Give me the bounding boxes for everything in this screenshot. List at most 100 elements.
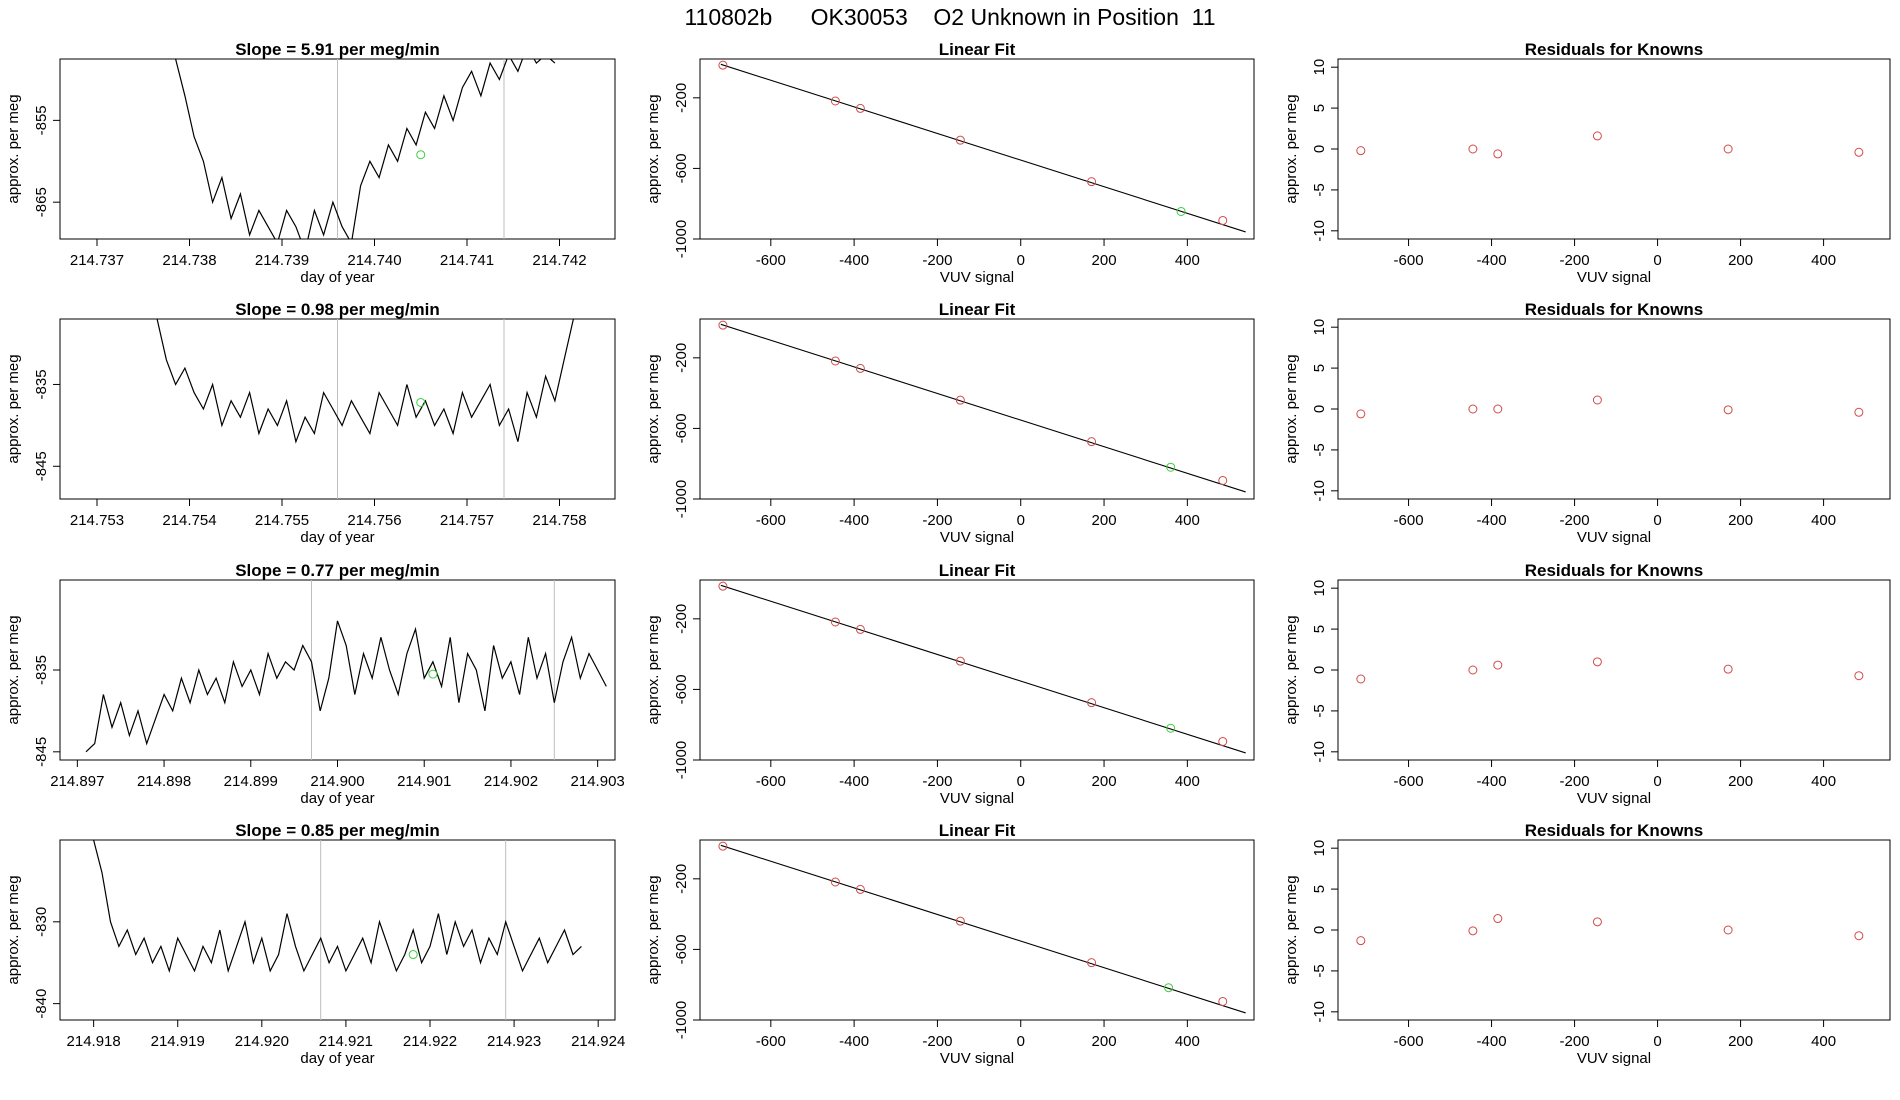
row2-timeseries-xtick-label: 214.756: [347, 512, 401, 529]
row3-linear-fit-known-point: [1218, 736, 1228, 746]
row4-linear-fit-xtick-label: 200: [1092, 1033, 1117, 1050]
row3-linear-fit-ylabel: approx. per meg: [645, 615, 662, 724]
row4-linear-fit-ylabel: approx. per meg: [645, 875, 662, 984]
row1-timeseries-ytick-label: -855: [33, 105, 50, 135]
row2-residuals-xtick-label: -200: [1560, 512, 1590, 529]
row2-linear-fit-frame: [699, 318, 1255, 500]
row1-residuals-frame: [1337, 58, 1891, 240]
row3-residuals-residual-point: [1356, 674, 1366, 684]
row1-residuals-xtick-label: -600: [1394, 252, 1424, 269]
row2-linear-fit: Linear Fit -600 -400 -200 0 200 400 -200 -600 -10…: [645, 300, 1255, 546]
row4-timeseries-unknown-point: [408, 950, 418, 960]
row3-timeseries-xtick-label: 214.900: [310, 773, 364, 790]
row4-timeseries-xtick-label: 214.924: [571, 1033, 625, 1050]
row2-residuals: Residuals for Knowns -600 -400 -200 0 200 400 1…: [1283, 300, 1891, 546]
row2-residuals-residual-point: [1592, 395, 1602, 405]
row3-residuals-xtick-label: 400: [1811, 773, 1836, 790]
row4-residuals-residual-point: [1854, 931, 1864, 941]
row1-linear-fit-xtick-label: -200: [922, 252, 952, 269]
row4-linear-fit-known-point: [955, 916, 965, 926]
row2-linear-fit-xtick-label: -600: [756, 512, 786, 529]
row4-timeseries-plot-area: [93, 840, 582, 1020]
row1-linear-fit-title: Linear Fit: [939, 40, 1016, 59]
row4-linear-fit-known-point: [1087, 958, 1097, 968]
row2-linear-fit-known-point: [955, 395, 965, 405]
row2-timeseries-xtick-label: 214.757: [440, 512, 494, 529]
row3-residuals-ytick-label: -10: [1311, 741, 1328, 763]
row2-linear-fit-known-point: [1087, 437, 1097, 447]
row3-linear-fit: Linear Fit -600 -400 -200 0 200 400 -200 -600 -10…: [645, 561, 1255, 807]
row3-linear-fit-xtick-label: 0: [1017, 773, 1025, 790]
row4-timeseries-xtick-label: 214.920: [235, 1033, 289, 1050]
row4-residuals-ylabel: approx. per meg: [1283, 875, 1300, 984]
row3-timeseries-xtick-label: 214.897: [50, 773, 104, 790]
row2-timeseries-xtick-label: 214.758: [532, 512, 586, 529]
row3-residuals-xtick-label: -200: [1560, 773, 1590, 790]
row1-residuals-residual-point: [1493, 149, 1503, 159]
row4-residuals-xtick-label: 200: [1728, 1033, 1753, 1050]
row1-linear-fit-known-point: [955, 135, 965, 145]
row4-linear-fit-xtick-label: 400: [1175, 1033, 1200, 1050]
row3-linear-fit-ytick-label: -200: [673, 604, 690, 634]
row3-residuals-ylabel: approx. per meg: [1283, 615, 1300, 724]
row1-linear-fit-known-point: [830, 96, 840, 106]
row1-timeseries-ylabel: approx. per meg: [5, 94, 22, 203]
row4-residuals-ytick-label: 5: [1311, 885, 1328, 893]
row1-residuals-ytick-label: -10: [1311, 220, 1328, 242]
row4-residuals: Residuals for Knowns -600 -400 -200 0 200 400 1…: [1283, 821, 1891, 1067]
row3-timeseries-series-line: [85, 620, 607, 753]
row4-linear-fit-xtick-label: -600: [756, 1033, 786, 1050]
row2-linear-fit-ylabel: approx. per meg: [645, 354, 662, 463]
row4-residuals-xtick-label: 0: [1653, 1033, 1661, 1050]
row4-timeseries-xlabel: day of year: [300, 1050, 374, 1067]
row4-residuals-xtick-label: 400: [1811, 1033, 1836, 1050]
row3-residuals-ytick-label: 0: [1311, 666, 1328, 674]
row4-linear-fit-known-point: [718, 841, 728, 851]
row3-residuals-xtick-label: -600: [1394, 773, 1424, 790]
row1-residuals: Residuals for Knowns -600 -400 -200 0 200 400 1…: [1283, 40, 1891, 286]
row2-timeseries-ytick-label: -845: [33, 451, 50, 481]
row4-residuals-residual-point: [1723, 925, 1733, 935]
row4-linear-fit-xtick-label: -400: [839, 1033, 869, 1050]
row4-timeseries-xtick-label: 214.919: [151, 1033, 205, 1050]
row1-timeseries-xtick-label: 214.742: [532, 252, 586, 269]
row1-linear-fit-frame: [699, 58, 1255, 240]
row1-timeseries-xlabel: day of year: [300, 269, 374, 286]
row1-linear-fit: Linear Fit -600 -400 -200 0 200 400 -200 -600 -10…: [645, 40, 1255, 286]
row1-residuals-ytick-label: 5: [1311, 104, 1328, 112]
row2-residuals-xtick-label: -600: [1394, 512, 1424, 529]
row1-linear-fit-xtick-label: 400: [1175, 252, 1200, 269]
row2-residuals-xlabel: VUV signal: [1577, 529, 1651, 546]
row1-timeseries-xtick-label: 214.741: [440, 252, 494, 269]
row1-residuals-ylabel: approx. per meg: [1283, 94, 1300, 203]
row1-timeseries-plot-area: [175, 59, 556, 239]
row3-residuals-residual-point: [1468, 665, 1478, 675]
row3-residuals-plot-area: [1356, 657, 1864, 684]
row4-residuals-xlabel: VUV signal: [1577, 1050, 1651, 1067]
row2-timeseries: Slope = 0.98 per meg/min 214.753 214.754 21…: [5, 300, 616, 546]
row1-linear-fit-fit-line: [720, 63, 1246, 233]
row3-linear-fit-xlabel: VUV signal: [940, 790, 1014, 807]
row3-timeseries-xtick-label: 214.903: [571, 773, 625, 790]
row3-linear-fit-known-point: [830, 617, 840, 627]
row1-residuals-residual-point: [1854, 147, 1864, 157]
row4-residuals-residual-point: [1493, 914, 1503, 924]
row2-linear-fit-ytick-label: -600: [673, 413, 690, 443]
row3-linear-fit-xtick-label: 200: [1092, 773, 1117, 790]
row1-linear-fit-ytick-label: -1000: [673, 220, 690, 258]
row1-residuals-xtick-label: 200: [1728, 252, 1753, 269]
row2-linear-fit-plot-area: [718, 320, 1246, 493]
row2-timeseries-ylabel: approx. per meg: [5, 354, 22, 463]
row4-linear-fit-unknown-point: [1164, 983, 1174, 993]
row4-linear-fit-ytick-label: -200: [673, 864, 690, 894]
row1-linear-fit-ylabel: approx. per meg: [645, 94, 662, 203]
row4-residuals-ytick-label: -5: [1311, 964, 1328, 977]
row2-residuals-residual-point: [1854, 407, 1864, 417]
row3-residuals-ytick-label: -5: [1311, 704, 1328, 717]
row1-timeseries-xtick-label: 214.738: [162, 252, 216, 269]
row1-residuals-residual-point: [1356, 146, 1366, 156]
row4-residuals-ytick-label: 10: [1311, 840, 1328, 857]
row1-linear-fit-xtick-label: 200: [1092, 252, 1117, 269]
row3-residuals-residual-point: [1493, 660, 1503, 670]
row4-residuals-xtick-label: -200: [1560, 1033, 1590, 1050]
